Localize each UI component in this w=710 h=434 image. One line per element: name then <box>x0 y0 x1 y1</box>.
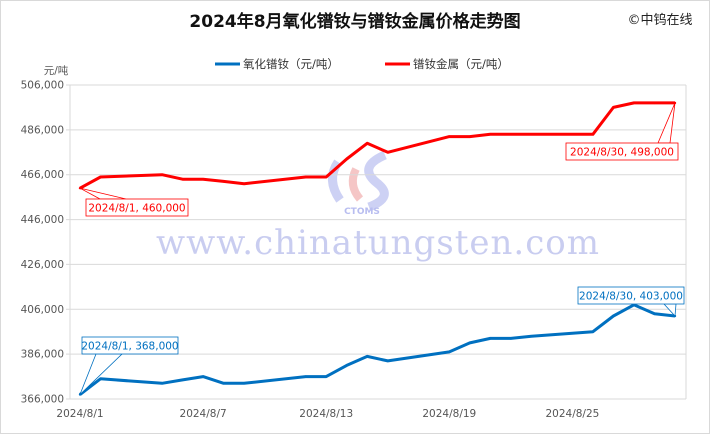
site-watermark: www.chinatungsten.com <box>156 223 600 263</box>
data-point <box>612 314 615 318</box>
data-point <box>489 337 492 340</box>
ctoms-logo: CTOMS <box>328 150 389 217</box>
data-point <box>509 337 513 340</box>
data-point <box>181 378 184 382</box>
axes: 366,000 386,000 406,000 426,000 446,000 466,0… <box>21 80 600 421</box>
logo-text: CTOMS <box>344 207 380 217</box>
data-point <box>325 175 328 179</box>
data-point <box>160 382 164 385</box>
data-point <box>201 178 205 181</box>
data-point <box>366 142 369 145</box>
x-tick-label: 2024/8/19 <box>422 408 476 420</box>
data-point <box>468 135 472 138</box>
data-point <box>201 375 205 378</box>
data-point <box>325 375 328 378</box>
data-point <box>366 355 369 358</box>
data-label: 2024/8/1, 368,000 <box>81 341 178 353</box>
data-point <box>181 178 184 181</box>
data-point <box>242 382 246 385</box>
series-line <box>79 101 675 190</box>
x-tick-label: 2024/8/1 <box>56 408 103 420</box>
y-tick-label: 366,000 <box>21 394 64 406</box>
callout-box <box>81 336 179 355</box>
callout-box <box>565 142 679 161</box>
data-point <box>530 133 533 136</box>
data-point <box>222 382 225 385</box>
y-tick-label: 446,000 <box>21 214 64 226</box>
data-point <box>345 364 348 367</box>
y-tick-label: 426,000 <box>21 259 64 271</box>
data-label: 2024/8/30, 498,000 <box>570 147 674 159</box>
data-point <box>530 335 533 338</box>
y-tick-label: 466,000 <box>21 169 64 181</box>
y-tick-label: 386,000 <box>21 349 64 361</box>
y-tick-label: 506,000 <box>21 80 64 92</box>
x-tick-label: 2024/8/13 <box>299 408 353 420</box>
grid <box>66 84 687 400</box>
data-point <box>448 350 451 354</box>
x-tick-label: 2024/8/7 <box>180 408 227 420</box>
legend-label: 镨钕金属（元/吨） <box>413 57 509 71</box>
data-point <box>386 151 389 154</box>
x-tick-label: 2024/8/25 <box>545 408 599 420</box>
y-axis-label: 元/吨 <box>44 64 69 77</box>
legend-label: 氧化镨钕（元/吨） <box>243 57 339 71</box>
data-label: 2024/8/30, 403,000 <box>579 291 683 303</box>
copyright-watermark: ©中钨在线 <box>627 12 692 28</box>
data-point <box>345 157 348 161</box>
y-tick-label: 486,000 <box>21 124 64 136</box>
data-point <box>509 133 513 136</box>
data-point <box>653 312 656 315</box>
data-point <box>242 182 246 185</box>
data-point <box>653 101 656 105</box>
data-point <box>304 175 307 179</box>
data-point <box>591 330 595 333</box>
data-label: 2024/8/1, 460,000 <box>88 203 185 215</box>
y-tick-label: 406,000 <box>21 304 64 316</box>
series-line <box>79 303 676 396</box>
data-point <box>386 359 389 363</box>
callout-box <box>85 198 189 217</box>
data-point <box>468 341 472 345</box>
data-point <box>304 375 307 378</box>
data-point <box>99 377 102 381</box>
data-point <box>612 106 615 109</box>
data-point <box>222 180 225 183</box>
chart-title: 2024年8月氧化镨钕与镨钕金属价格走势图 <box>189 11 520 32</box>
data-point <box>448 135 451 138</box>
data-point <box>632 101 636 105</box>
legend: 氧化镨钕（元/吨） 镨钕金属（元/吨） <box>215 57 509 71</box>
data-point <box>99 175 102 179</box>
data-point <box>489 133 492 136</box>
data-point <box>160 173 164 176</box>
data-point <box>591 133 595 136</box>
annotations: 2024/8/1, 368,000 2024/8/30, 403,000 2024/… <box>79 102 685 395</box>
callout-box <box>577 286 685 305</box>
